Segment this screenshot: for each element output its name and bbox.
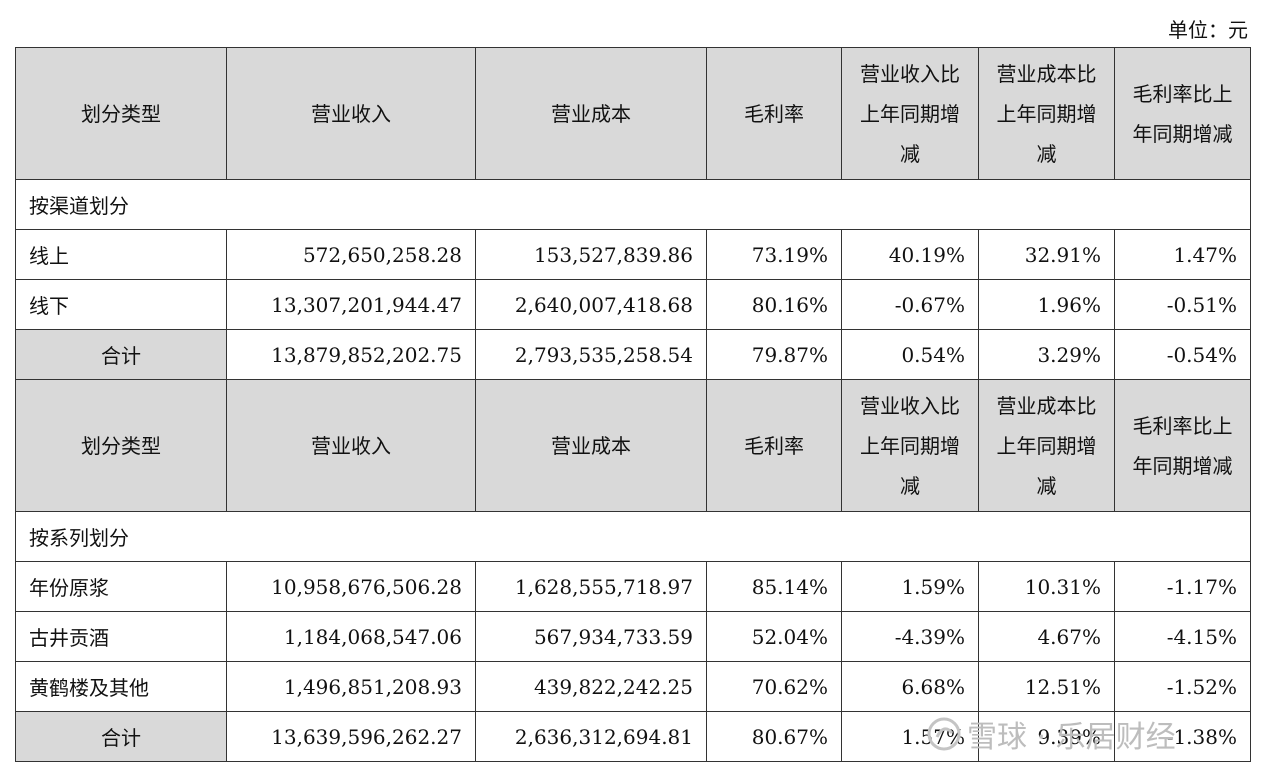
table-cell: -4.39% (841, 611, 979, 662)
column-header: 营业成本 (475, 379, 707, 512)
row-label: 线下 (15, 279, 227, 330)
table-row: 年份原浆 10,958,676,506.28 1,628,555,718.97 85.… (15, 561, 1251, 612)
total-label: 合计 (15, 329, 227, 380)
row-label: 黄鹤楼及其他 (15, 661, 227, 712)
table-cell: 40.19% (841, 229, 979, 280)
column-header: 毛利率比上年同期增减 (1114, 379, 1251, 512)
unit-label: 单位：元 (1168, 18, 1248, 42)
total-cell: 3.29% (978, 329, 1115, 380)
table-cell: 2,640,007,418.68 (475, 279, 707, 330)
total-cell: -0.54% (1114, 329, 1251, 380)
total-cell: 80.67% (706, 711, 842, 762)
table-cell: 153,527,839.86 (475, 229, 707, 280)
column-header: 营业成本比上年同期增减 (978, 379, 1115, 512)
table-cell: 10.31% (978, 561, 1115, 612)
table-cell: 1,184,068,547.06 (226, 611, 476, 662)
total-cell: 2,793,535,258.54 (475, 329, 707, 380)
total-cell: 13,879,852,202.75 (226, 329, 476, 380)
column-header: 营业成本 (475, 47, 707, 180)
total-row: 合计 13,639,596,262.27 2,636,312,694.81 80.67… (15, 711, 1251, 762)
column-header: 划分类型 (15, 379, 227, 512)
row-label: 古井贡酒 (15, 611, 227, 662)
table-cell: 1.47% (1114, 229, 1251, 280)
table-cell: 52.04% (706, 611, 842, 662)
header-row: 划分类型 营业收入 营业成本 毛利率 营业收入比上年同期增减 营业成本比上年同期增减 毛利率… (15, 379, 1251, 512)
table-cell: -1.17% (1114, 561, 1251, 612)
section-row: 按系列划分 (15, 511, 1251, 562)
table-row: 线上 572,650,258.28 153,527,839.86 73.19% 40.1… (15, 229, 1251, 280)
row-label: 线上 (15, 229, 227, 280)
table-cell: 13,307,201,944.47 (226, 279, 476, 330)
total-cell: 2,636,312,694.81 (475, 711, 707, 762)
total-cell: 13,639,596,262.27 (226, 711, 476, 762)
column-header: 营业成本比上年同期增减 (978, 47, 1115, 180)
table-cell: 85.14% (706, 561, 842, 612)
table-cell: -0.67% (841, 279, 979, 330)
table-cell: 10,958,676,506.28 (226, 561, 476, 612)
row-label: 年份原浆 (15, 561, 227, 612)
column-header: 营业收入 (226, 47, 476, 180)
column-header: 营业收入比上年同期增减 (841, 379, 979, 512)
table-cell: 1.59% (841, 561, 979, 612)
section-row: 按渠道划分 (15, 179, 1251, 230)
table-cell: 73.19% (706, 229, 842, 280)
table-cell: 1,496,851,208.93 (226, 661, 476, 712)
header-row: 划分类型 营业收入 营业成本 毛利率 营业收入比上年同期增减 营业成本比上年同期增减 毛利率… (15, 47, 1251, 180)
table-cell: 1,628,555,718.97 (475, 561, 707, 612)
table-cell: 567,934,733.59 (475, 611, 707, 662)
column-header: 毛利率 (706, 379, 842, 512)
total-cell: 9.39% (978, 711, 1115, 762)
column-header: 营业收入比上年同期增减 (841, 47, 979, 180)
total-cell: 1.57% (841, 711, 979, 762)
table-row: 线下 13,307,201,944.47 2,640,007,418.68 80.16… (15, 279, 1251, 330)
table-cell: -0.51% (1114, 279, 1251, 330)
section-title: 按系列划分 (15, 511, 1251, 562)
table-cell: 572,650,258.28 (226, 229, 476, 280)
table-cell: 12.51% (978, 661, 1115, 712)
table-cell: 32.91% (978, 229, 1115, 280)
table-cell: 80.16% (706, 279, 842, 330)
total-row: 合计 13,879,852,202.75 2,793,535,258.54 79.87… (15, 329, 1251, 380)
table-cell: 6.68% (841, 661, 979, 712)
table-cell: 70.62% (706, 661, 842, 712)
column-header: 毛利率比上年同期增减 (1114, 47, 1251, 180)
total-cell: 79.87% (706, 329, 842, 380)
table-cell: -1.52% (1114, 661, 1251, 712)
total-cell: -1.38% (1114, 711, 1251, 762)
table-row: 古井贡酒 1,184,068,547.06 567,934,733.59 52.04%… (15, 611, 1251, 662)
table-cell: 4.67% (978, 611, 1115, 662)
table-row: 黄鹤楼及其他 1,496,851,208.93 439,822,242.25 70.6… (15, 661, 1251, 712)
table-cell: -4.15% (1114, 611, 1251, 662)
table-cell: 1.96% (978, 279, 1115, 330)
total-cell: 0.54% (841, 329, 979, 380)
revenue-breakdown-table: 划分类型 营业收入 营业成本 毛利率 营业收入比上年同期增减 营业成本比上年同期增减 毛利率… (15, 47, 1251, 762)
total-label: 合计 (15, 711, 227, 762)
column-header: 毛利率 (706, 47, 842, 180)
table-cell: 439,822,242.25 (475, 661, 707, 712)
column-header: 划分类型 (15, 47, 227, 180)
column-header: 营业收入 (226, 379, 476, 512)
section-title: 按渠道划分 (15, 179, 1251, 230)
